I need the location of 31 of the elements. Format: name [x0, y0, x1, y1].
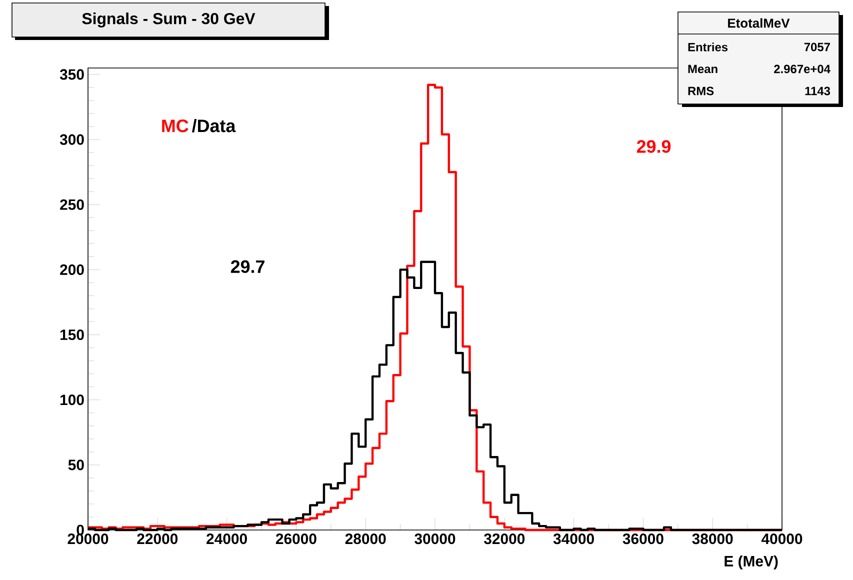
- annotation: 2.967e+04: [774, 64, 830, 74]
- x-tick-label: 28000: [345, 534, 386, 544]
- annotation: 29.9: [636, 140, 671, 153]
- y-tick-label: 100: [60, 394, 84, 406]
- annotation: 29.7: [230, 260, 264, 273]
- x-tick-label: 40000: [761, 534, 802, 544]
- text: Entries: [688, 42, 728, 52]
- x-tick-label: 26000: [276, 534, 316, 544]
- x-tick-label: 36000: [622, 534, 664, 544]
- text: MC: [162, 120, 188, 132]
- text: 7057: [804, 42, 830, 52]
- text: /Data: [192, 119, 236, 132]
- x-tick-label: 20000: [68, 534, 108, 544]
- x-tick-label: 30000: [414, 534, 456, 544]
- text: 1143: [805, 86, 830, 96]
- x-axis-title: E (MeV): [724, 556, 778, 570]
- x-tick-label: 24000: [206, 534, 247, 544]
- y-tick-label: 50: [68, 460, 84, 470]
- y-tick-label: 350: [60, 69, 84, 80]
- x-tick-label: 34000: [553, 534, 594, 544]
- y-tick-label: 300: [60, 134, 84, 145]
- x-tick-label: 32000: [484, 534, 525, 544]
- y-tick-label: 200: [60, 264, 84, 275]
- chart-title: Signals - Sum - 30 GeV: [82, 12, 256, 28]
- annotation: RMS: [688, 86, 714, 96]
- y-tick-label: 150: [60, 329, 84, 340]
- text: EtotalMeV: [728, 18, 790, 28]
- x-tick-label: 22000: [137, 534, 178, 544]
- annotation: Mean: [688, 64, 718, 74]
- y-tick-label: 250: [60, 199, 84, 210]
- x-tick-label: 38000: [692, 534, 733, 544]
